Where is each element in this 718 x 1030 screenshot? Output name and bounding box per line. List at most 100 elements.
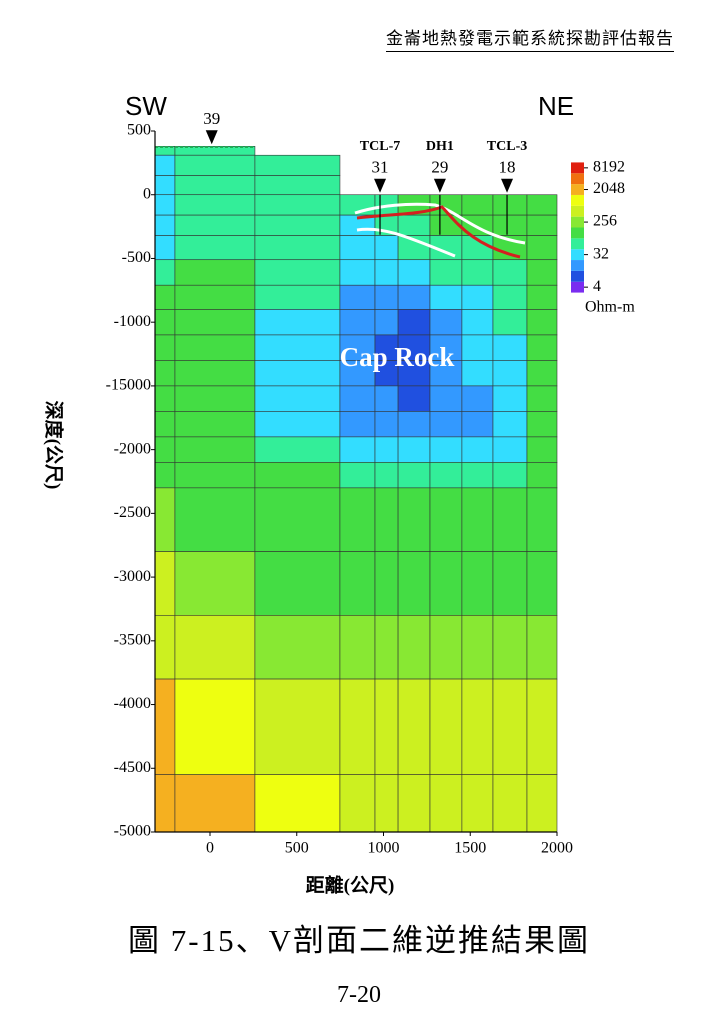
cell: [492, 462, 528, 489]
cell: [526, 259, 558, 286]
cell: [174, 334, 256, 361]
figure-caption: 圖 7-15、V剖面二維逆推結果圖: [128, 923, 590, 958]
cell: [154, 235, 176, 261]
colorbar-swatch: [571, 260, 584, 271]
cell: [374, 436, 399, 463]
cell: [461, 385, 494, 412]
cell: [254, 436, 341, 463]
cell: [429, 462, 463, 489]
colorbar-label: 8192: [593, 159, 625, 176]
cell: [461, 284, 494, 310]
boundary-curve: [356, 227, 456, 258]
cell: [339, 551, 376, 616]
cell: [154, 385, 176, 412]
cell: [526, 411, 558, 438]
cell: [461, 487, 494, 552]
well-marker: [501, 178, 514, 193]
cell: [492, 615, 528, 680]
cell: [154, 309, 176, 336]
colorbar-swatch: [571, 194, 584, 206]
y-tick-label: -15000: [106, 377, 151, 394]
cell: [254, 360, 341, 387]
cell: [429, 284, 463, 310]
cell: [254, 678, 341, 775]
cell: [154, 615, 176, 680]
cell: [526, 309, 558, 336]
cell: [254, 235, 341, 261]
cell: [526, 284, 558, 310]
cell: [461, 615, 494, 680]
cell: [429, 259, 463, 286]
sw-label: SW: [125, 91, 167, 121]
cell: [374, 487, 399, 552]
cell: [154, 551, 176, 616]
cell: [492, 284, 528, 310]
cell: [397, 551, 431, 616]
cell: [254, 462, 341, 489]
cell: [492, 487, 528, 552]
x-tick-label: 2000: [541, 840, 573, 857]
cell: [374, 551, 399, 616]
cell: [526, 615, 558, 680]
x-tick-label: 1000: [367, 840, 399, 857]
colorbar-swatch: [571, 205, 584, 217]
cell: [154, 462, 176, 489]
cell: [174, 615, 256, 680]
cell: [492, 774, 528, 833]
colorbar-label: 256: [593, 213, 617, 230]
cell: [174, 309, 256, 336]
cell: [526, 334, 558, 361]
cell: [429, 551, 463, 616]
cell: [254, 284, 341, 310]
cell: [429, 360, 463, 387]
y-tick-label: 500: [127, 122, 151, 139]
colorbar-unit: Ohm-m: [585, 299, 635, 316]
well-marker: [433, 178, 446, 193]
cell: [339, 678, 376, 775]
cell: [461, 334, 494, 361]
cell: [397, 411, 431, 438]
cell: [461, 411, 494, 438]
cell: [174, 154, 256, 176]
cell: [526, 385, 558, 412]
cell: [397, 462, 431, 489]
cell: [154, 154, 176, 176]
cell: [492, 194, 528, 216]
cell: [254, 309, 341, 336]
well-name: DH1: [426, 139, 454, 154]
cell: [461, 436, 494, 463]
cell: [339, 774, 376, 833]
y-tick-label: -1000: [114, 313, 151, 330]
cell: [397, 678, 431, 775]
cell: [461, 309, 494, 336]
cell: [374, 462, 399, 489]
cell: [374, 615, 399, 680]
cell: [526, 360, 558, 387]
cell: [397, 214, 431, 236]
cell: [397, 774, 431, 833]
ne-label: NE: [538, 91, 574, 121]
colorbar-label: 4: [593, 278, 601, 295]
colorbar-swatch: [571, 173, 584, 185]
cell: [254, 175, 341, 196]
cell: [174, 259, 256, 286]
cell: [461, 551, 494, 616]
cell: [374, 678, 399, 775]
cell: [339, 235, 376, 261]
cell: [254, 334, 341, 361]
cell: [429, 678, 463, 775]
cell: [154, 411, 176, 438]
cell: [154, 259, 176, 286]
cell: [397, 436, 431, 463]
cell: [254, 259, 341, 286]
well-number: 29: [431, 158, 448, 177]
cell: [526, 194, 558, 216]
cell: [254, 154, 341, 176]
cell: [254, 385, 341, 412]
cell: [174, 411, 256, 438]
cell: [374, 309, 399, 336]
cell: [461, 678, 494, 775]
y-tick-label: -3000: [114, 568, 151, 585]
cell: [374, 235, 399, 261]
cell: [492, 259, 528, 286]
